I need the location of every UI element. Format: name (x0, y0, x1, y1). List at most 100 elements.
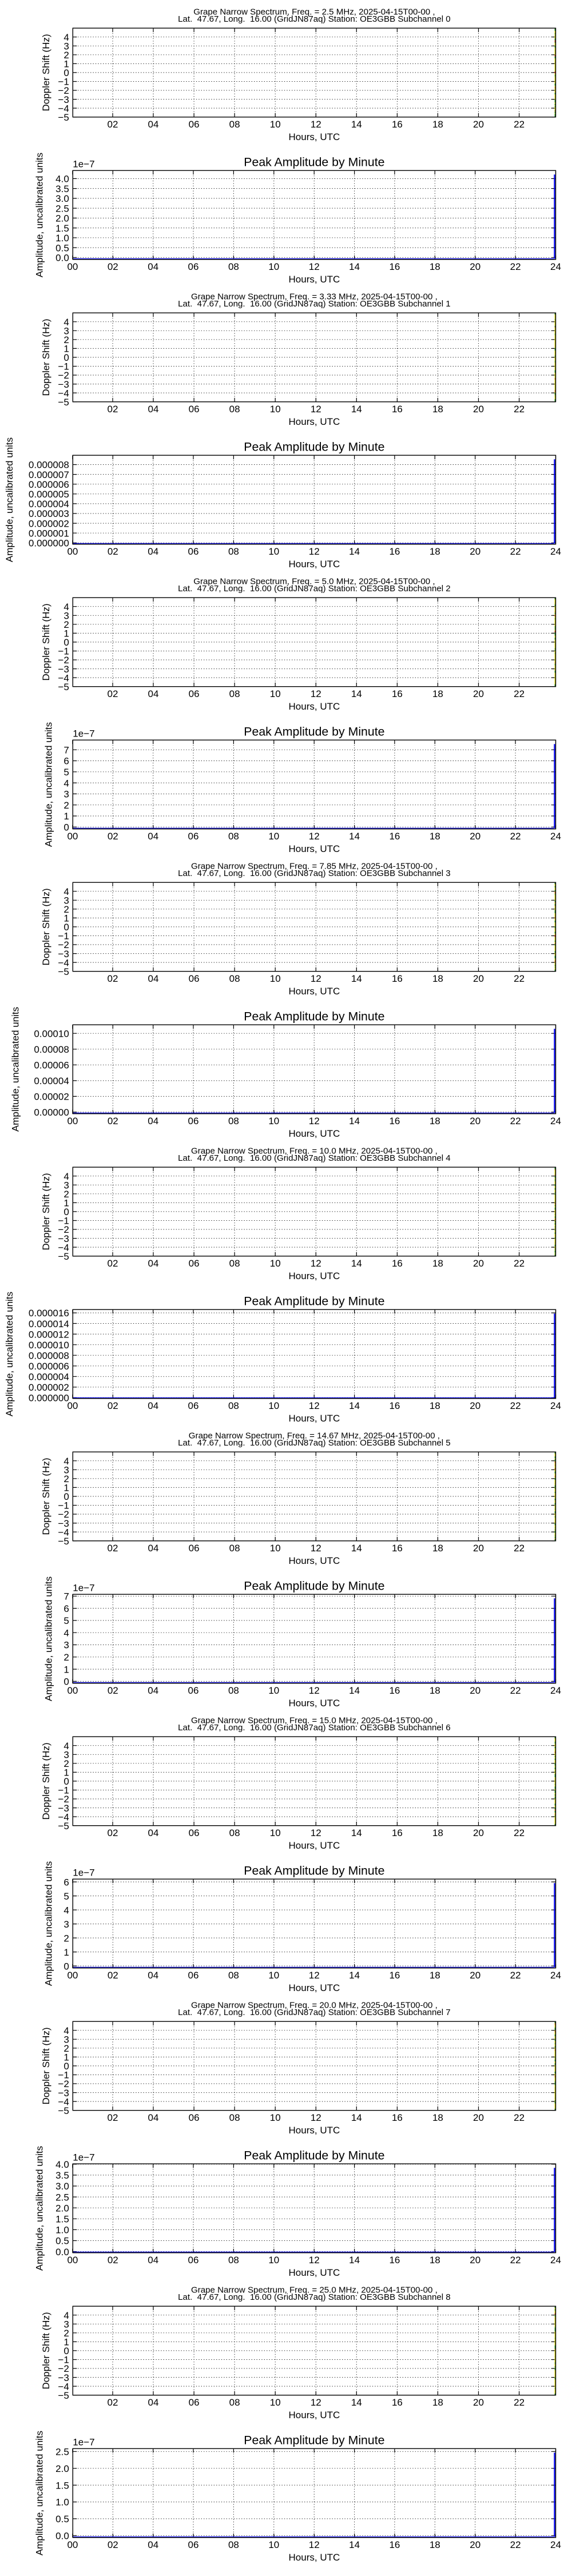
svg-text:7: 7 (63, 1591, 69, 1602)
svg-text:−1: −1 (58, 1216, 69, 1227)
svg-text:1e−7: 1e−7 (73, 2152, 94, 2163)
svg-text:2: 2 (63, 1652, 69, 1663)
svg-text:00: 00 (67, 261, 78, 272)
svg-text:02: 02 (108, 688, 118, 699)
svg-text:3: 3 (63, 1750, 69, 1761)
svg-text:Peak Amplitude by Minute: Peak Amplitude by Minute (244, 2433, 384, 2447)
svg-text:06: 06 (189, 2112, 200, 2123)
svg-text:2: 2 (63, 619, 69, 630)
svg-text:10: 10 (270, 2112, 281, 2123)
svg-text:18: 18 (432, 1258, 443, 1269)
svg-text:3: 3 (63, 2034, 69, 2045)
svg-text:08: 08 (228, 1685, 239, 1696)
svg-text:04: 04 (148, 1685, 158, 1696)
svg-text:1.5: 1.5 (55, 223, 69, 234)
svg-text:−4: −4 (58, 2381, 69, 2392)
svg-text:0: 0 (63, 1677, 69, 1687)
svg-text:1.5: 1.5 (55, 2214, 69, 2225)
svg-text:−5: −5 (58, 682, 69, 692)
svg-text:16: 16 (392, 1258, 403, 1269)
svg-text:16: 16 (389, 831, 400, 842)
svg-text:16: 16 (392, 404, 403, 415)
svg-text:22: 22 (514, 1828, 525, 1838)
svg-text:0.0: 0.0 (55, 253, 69, 264)
svg-text:1: 1 (63, 1767, 69, 1778)
svg-text:3: 3 (63, 41, 69, 52)
svg-text:4: 4 (63, 1627, 69, 1638)
svg-text:24: 24 (550, 261, 561, 272)
svg-text:0.000000: 0.000000 (29, 1393, 69, 1404)
svg-text:18: 18 (430, 2255, 440, 2266)
svg-text:18: 18 (432, 404, 443, 415)
svg-text:22: 22 (514, 973, 525, 984)
svg-text:08: 08 (229, 119, 240, 130)
svg-text:Doppler Shift (Hz): Doppler Shift (Hz) (41, 1458, 51, 1535)
svg-text:2: 2 (63, 335, 69, 345)
svg-text:4.0: 4.0 (55, 174, 69, 185)
svg-text:04: 04 (148, 2539, 158, 2550)
svg-text:00: 00 (67, 2255, 78, 2266)
svg-text:10: 10 (268, 1400, 279, 1411)
svg-text:16: 16 (392, 973, 403, 984)
svg-text:0.000010: 0.000010 (29, 1340, 69, 1351)
svg-text:−5: −5 (58, 966, 69, 977)
svg-text:10: 10 (268, 1970, 279, 1981)
svg-text:−1: −1 (58, 931, 69, 942)
svg-text:0.00004: 0.00004 (34, 1076, 69, 1086)
svg-text:−2: −2 (58, 2363, 69, 2374)
svg-text:3: 3 (63, 1180, 69, 1191)
svg-text:22: 22 (510, 831, 521, 842)
svg-text:0: 0 (63, 1207, 69, 1217)
svg-text:10: 10 (270, 404, 281, 415)
svg-text:14: 14 (351, 119, 362, 130)
svg-text:Amplitude, uncalibrated units: Amplitude, uncalibrated units (34, 2431, 45, 2555)
svg-text:Hours, UTC: Hours, UTC (289, 1982, 340, 1993)
svg-text:Grape Narrow Spectrum, Freq. =: Grape Narrow Spectrum, Freq. = 25.0 MHz,… (191, 2286, 438, 2295)
svg-text:10: 10 (268, 1116, 279, 1126)
svg-text:20: 20 (473, 1828, 484, 1838)
svg-text:10: 10 (270, 1828, 281, 1838)
svg-text:Doppler Shift (Hz): Doppler Shift (Hz) (41, 1742, 51, 1819)
svg-text:−1: −1 (58, 361, 69, 372)
svg-text:18: 18 (430, 2539, 440, 2550)
svg-text:02: 02 (108, 1116, 118, 1126)
svg-text:2: 2 (63, 2043, 69, 2054)
svg-text:Amplitude, uncalibrated units: Amplitude, uncalibrated units (34, 153, 45, 277)
svg-text:22: 22 (510, 546, 521, 557)
svg-text:3: 3 (63, 611, 69, 622)
svg-text:−2: −2 (58, 1509, 69, 1520)
svg-text:08: 08 (229, 2397, 240, 2408)
svg-text:08: 08 (229, 2112, 240, 2123)
svg-text:Doppler Shift (Hz): Doppler Shift (Hz) (41, 34, 51, 111)
svg-text:06: 06 (188, 261, 199, 272)
svg-text:08: 08 (228, 546, 239, 557)
svg-text:22: 22 (510, 1116, 521, 1126)
svg-text:4: 4 (63, 1171, 69, 1182)
svg-text:Doppler Shift (Hz): Doppler Shift (Hz) (41, 888, 51, 965)
svg-text:−3: −3 (58, 1518, 69, 1529)
svg-text:0: 0 (63, 352, 69, 363)
svg-text:1e−7: 1e−7 (73, 159, 94, 170)
svg-text:20: 20 (470, 2539, 480, 2550)
svg-text:0.000006: 0.000006 (29, 1361, 69, 1372)
svg-text:Hours, UTC: Hours, UTC (289, 2410, 340, 2420)
svg-text:20: 20 (473, 973, 484, 984)
svg-text:Lat. 47.67, Long. 16.00 (Gri: Lat. 47.67, Long. 16.00 (GridJN87aq) Sta… (178, 869, 451, 878)
svg-text:−2: −2 (58, 1224, 69, 1235)
svg-text:20: 20 (470, 1400, 480, 1411)
svg-text:08: 08 (229, 404, 240, 415)
svg-text:24: 24 (550, 1116, 561, 1126)
svg-text:Grape Narrow Spectrum, Freq. =: Grape Narrow Spectrum, Freq. = 3.33 MHz,… (191, 292, 438, 302)
svg-text:10: 10 (270, 688, 281, 699)
svg-text:18: 18 (430, 261, 440, 272)
svg-text:−2: −2 (58, 85, 69, 96)
svg-text:14: 14 (351, 973, 362, 984)
svg-text:12: 12 (309, 831, 320, 842)
svg-text:14: 14 (349, 1685, 360, 1696)
svg-text:−2: −2 (58, 370, 69, 381)
svg-text:24: 24 (550, 1400, 561, 1411)
svg-text:Hours, UTC: Hours, UTC (289, 274, 340, 285)
svg-text:02: 02 (108, 1400, 118, 1411)
svg-text:16: 16 (392, 2397, 403, 2408)
svg-text:3.5: 3.5 (55, 2170, 69, 2181)
